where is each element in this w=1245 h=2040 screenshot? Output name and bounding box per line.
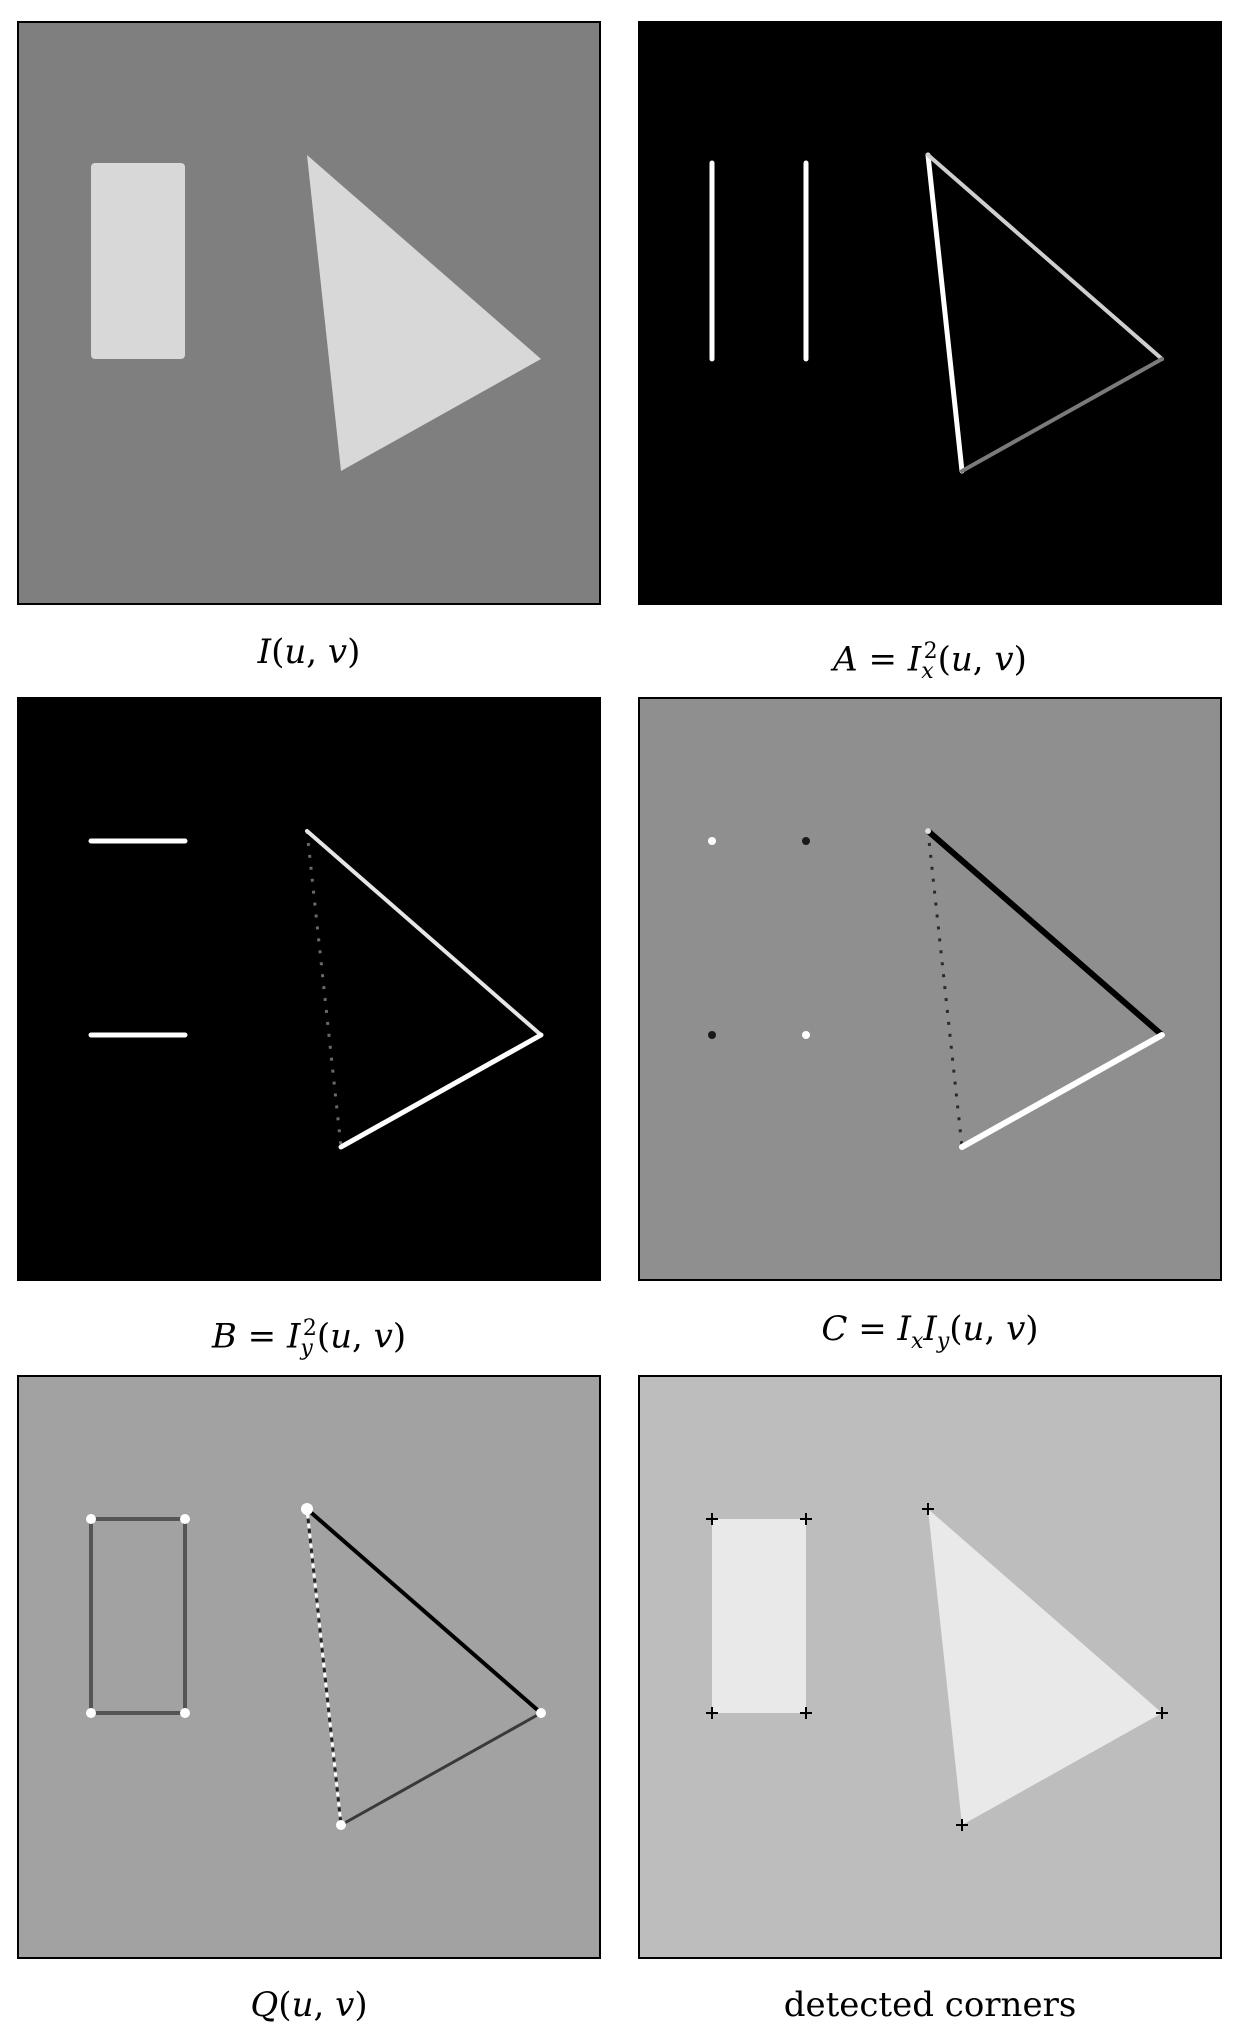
gradient-product-image — [640, 699, 1220, 1279]
intensity-image — [19, 23, 599, 603]
gradient-y-squared-image — [19, 699, 599, 1279]
panel-intensity-image — [17, 21, 601, 605]
caption-intensity: I(u, v) — [17, 632, 601, 672]
response-peak — [86, 1708, 96, 1718]
corner-dot-bottom-right — [802, 1031, 810, 1039]
response-peak — [180, 1514, 190, 1524]
response-peak — [86, 1514, 96, 1524]
background — [19, 1377, 599, 1957]
corner-response-image — [19, 1377, 599, 1957]
rectangle-shape — [712, 1519, 806, 1713]
caption-corner-response: Q(u, v) — [17, 1985, 601, 2025]
response-peak — [301, 1503, 313, 1515]
background — [640, 699, 1220, 1279]
panel-gradient-product — [638, 697, 1222, 1281]
background — [19, 699, 599, 1279]
detected-corners-image — [640, 1377, 1220, 1957]
response-peak — [336, 1820, 346, 1830]
caption-gradient-y-squared: B = Iy2(u, v) — [17, 1309, 601, 1369]
panel-gradient-x-squared — [638, 21, 1222, 605]
background — [640, 23, 1220, 603]
response-peak — [180, 1708, 190, 1718]
corner-dot-top-left — [708, 837, 716, 845]
caption-gradient-product: C = IxIy(u, v) — [638, 1309, 1222, 1362]
corner-dot-top-right — [802, 837, 810, 845]
caption-gradient-x-squared: A = Ix2(u, v) — [638, 632, 1222, 692]
panel-detected-corners — [638, 1375, 1222, 1959]
caption-detected-corners: detected corners — [638, 1985, 1222, 2025]
triangle-apex-highlight — [925, 828, 931, 834]
rectangle-shape — [91, 163, 185, 359]
panel-gradient-y-squared — [17, 697, 601, 1281]
gradient-x-squared-image — [640, 23, 1220, 603]
panel-corner-response — [17, 1375, 601, 1959]
response-peak — [536, 1708, 546, 1718]
corner-dot-bottom-left — [708, 1031, 716, 1039]
